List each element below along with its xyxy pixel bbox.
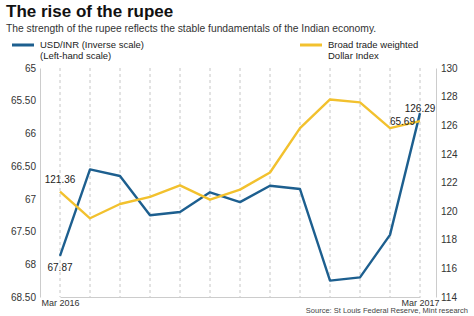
source: Source: St Louis Federal Reserve, Mint r…	[306, 306, 468, 315]
y-tick-label: 66	[25, 128, 37, 139]
y2-tick-label: 126	[441, 120, 458, 131]
y2-tick: 130	[436, 63, 458, 74]
y-tick: 66	[25, 128, 40, 139]
y2-tick: 124	[436, 149, 458, 160]
legend-swatch	[300, 44, 322, 47]
data-label: 121.36	[45, 174, 76, 185]
subtitle: The strength of the rupee reflects the s…	[6, 23, 376, 34]
y2-tick: 118	[436, 234, 457, 245]
grid-line	[180, 68, 181, 297]
legend-label-line: Broad trade weighted	[328, 39, 418, 50]
y2-axis: 114 116 118 120 122 124 126 128 130	[436, 63, 458, 303]
x-tick-label: Mar 2016	[41, 298, 79, 308]
y2-tick: 128	[436, 91, 458, 102]
y-tick: 65.50	[11, 95, 40, 106]
grid-line	[150, 68, 151, 297]
y-tick-label: 65	[25, 63, 37, 74]
y2-tick: 120	[436, 206, 458, 217]
y-tick: 67	[25, 194, 40, 205]
grid-line	[300, 68, 301, 297]
y-tick-label: 68	[25, 259, 37, 270]
y-tick: 66.50	[11, 161, 40, 172]
y2-tick-label: 124	[441, 149, 458, 160]
grid-line	[210, 68, 211, 297]
grid-line	[390, 68, 391, 297]
title: The rise of the rupee	[6, 2, 173, 21]
y2-tick-label: 130	[441, 63, 458, 74]
chart-svg: The rise of the rupee The strength of the…	[0, 0, 474, 316]
legend-label-line: Dollar Index	[328, 50, 379, 61]
legend-swatch	[12, 44, 34, 47]
legend-label: Broad trade weightedDollar Index	[328, 39, 418, 61]
plot-area	[60, 99, 420, 280]
chart-container: The rise of the rupee The strength of the…	[0, 0, 474, 316]
y-axis-line	[40, 69, 41, 298]
y-tick-label: 67	[25, 194, 37, 205]
grid	[60, 68, 420, 297]
x-axis-line	[61, 297, 421, 298]
y-tick: 68	[25, 259, 40, 270]
y2-tick-label: 118	[441, 234, 457, 245]
data-label: 65.69	[390, 116, 415, 127]
y2-axis-line	[436, 69, 437, 298]
y2-tick-label: 122	[441, 177, 458, 188]
y-tick-label: 66.50	[11, 161, 36, 172]
y-tick: 65	[25, 63, 40, 74]
y2-tick-label: 128	[441, 91, 458, 102]
line	[60, 99, 420, 218]
legend-label-line: USD/INR (Inverse scale)	[40, 39, 144, 50]
grid-line	[120, 68, 121, 297]
y2-tick-label: 116	[441, 263, 457, 274]
data-label: 126.29	[405, 103, 436, 114]
y2-tick-label: 120	[441, 206, 458, 217]
line	[60, 113, 420, 280]
grid-line	[330, 68, 331, 297]
grid-line	[90, 68, 91, 297]
x-tick: Mar 2016	[41, 297, 79, 308]
legend-label: USD/INR (Inverse scale)(Left-hand scale)	[40, 39, 144, 61]
data-label: 67.87	[47, 262, 72, 273]
y2-tick-label: 114	[441, 292, 457, 303]
y2-tick: 122	[436, 177, 458, 188]
legend-label-line: (Left-hand scale)	[40, 50, 111, 61]
y-tick-label: 65.50	[11, 95, 36, 106]
y2-tick: 126	[436, 120, 458, 131]
y-axis: 65 65.50 66 66.50 67 67.50 68 68.50	[11, 63, 41, 303]
y-tick: 68.50	[11, 292, 40, 303]
grid-line	[270, 68, 271, 297]
y-tick: 67.50	[11, 226, 40, 237]
grid-line	[240, 68, 241, 297]
y-tick-label: 67.50	[11, 226, 36, 237]
y2-tick: 116	[436, 263, 457, 274]
y-tick-label: 68.50	[11, 292, 36, 303]
data-labels: 67.87 65.69 121.36 126.29	[45, 103, 436, 273]
legend: USD/INR (Inverse scale)(Left-hand scale)…	[12, 39, 418, 61]
